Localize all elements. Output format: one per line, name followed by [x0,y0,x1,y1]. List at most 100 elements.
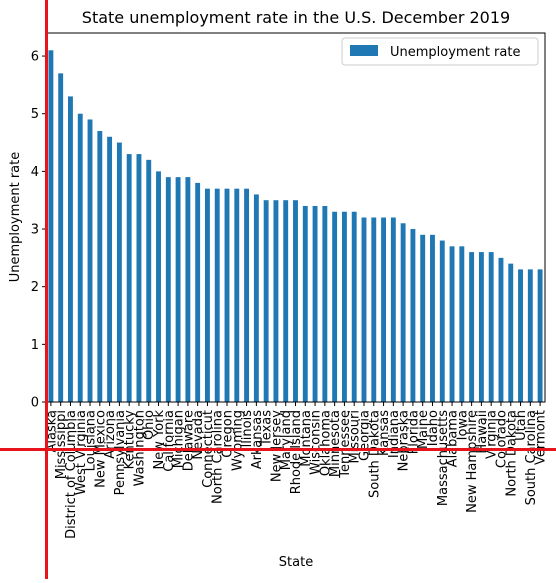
y-axis-label: Unemployment rate [8,152,23,282]
bar-florida [410,229,416,402]
bar-nebraska [400,223,406,402]
bar-virginia [488,252,494,402]
bar-delaware [185,177,191,402]
bar-texas [263,200,269,402]
x-tick-label: Arizona [103,410,118,459]
x-tick-label: Ohio [142,410,157,440]
bar-maine [420,234,426,402]
x-tick-label: Massachusetts [436,410,451,506]
legend-swatch [350,45,378,56]
x-tick-label: South Dakota [367,410,382,498]
bar-montana [302,205,308,402]
bar-wyoming [234,188,240,402]
bar-tennessee [341,211,347,402]
x-tick-label: Nevada [191,410,206,460]
bar-north-dakota [508,263,514,403]
bar-missouri [351,211,357,402]
y-tick-label: 1 [31,338,39,353]
x-tick-label: District of Columbia [64,410,79,539]
x-tick-label: Iowa [455,410,470,440]
x-tick-label: Kentucky [123,410,138,470]
x-tick-label: West Virginia [74,410,89,495]
bar-ohio [146,159,152,402]
x-tick-label: Arkansas [250,410,265,469]
bar-new-jersey [273,200,279,402]
bar-minnesota [332,211,338,402]
y-tick-label: 4 [31,165,39,180]
bar-hawaii [478,252,484,402]
x-tick-label: Wisconsin [309,410,324,475]
x-tick-label: Texas [260,410,275,447]
bar-south-carolina [527,269,533,402]
bar-nevada [195,182,201,402]
x-tick-label: Illinois [240,410,255,451]
bars-layer [48,50,543,403]
x-tick-label: Indiana [387,410,402,458]
bar-mississippi [58,73,64,403]
chart-title: State unemployment rate in the U.S. Dece… [82,8,510,27]
y-tick-label: 0 [31,396,39,411]
legend: Unemployment rate [341,37,539,66]
x-tick-label: Maine [416,410,431,449]
y-tick-label: 3 [31,223,39,238]
x-tick-label: New Jersey [269,410,284,482]
x-tick-label: Hawaii [475,410,490,454]
x-tick-label: North Dakota [504,410,519,497]
bar-massachusetts [439,240,445,402]
x-tick-label: Colorado [494,410,509,468]
bar-north-carolina [214,188,220,402]
bar-arizona [107,136,113,402]
bar-colorado [498,257,504,402]
x-tick-label: New Hampshire [465,410,480,513]
bar-wisconsin [312,205,318,402]
bar-washington [136,154,142,402]
bar-new-york [156,171,161,403]
x-tick-label: Mississippi [54,410,69,479]
x-tick-label: Pennsylvania [113,410,128,495]
x-tick-label: Louisiana [84,410,99,471]
bar-idaho [430,234,435,402]
bar-district-of-columbia [68,96,73,403]
bar-oregon [224,188,230,402]
bar-utah [518,269,523,402]
x-tick-label: Tennessee [338,410,353,479]
red-horizontal-line [0,448,556,451]
x-tick-label: Oregon [221,410,236,458]
x-tick-label: Alabama [446,410,461,467]
bar-new-hampshire [469,252,475,402]
bar-south-dakota [371,217,377,402]
x-tick-label: Delaware [181,410,196,471]
x-tick-label: California [162,410,177,472]
legend-frame [341,37,539,66]
x-tick-label: New York [152,410,167,470]
x-tick-label: Alaska [44,410,59,453]
bar-alaska [48,50,54,403]
x-tick-label: Idaho [426,410,441,446]
bar-indiana [390,217,396,402]
x-tick-label: Wyoming [230,410,245,471]
y-tick-label: 6 [31,50,39,65]
x-tick-label: Utah [514,410,529,441]
y-tick-label: 5 [31,107,39,122]
x-tick-label: Oklahoma [318,410,333,476]
bar-rhode-island [293,200,298,402]
y-tick-label: 2 [31,280,39,295]
x-tick-label: South Carolina [524,410,539,505]
bar-michigan [175,177,181,402]
bar-pennsylvania [116,142,122,403]
x-tick-label: North Carolina [211,410,226,504]
x-tick-label: Montana [299,410,314,467]
bar-connecticut [205,188,210,402]
bar-louisiana [87,119,93,402]
red-vertical-line [45,0,48,579]
bar-west-virginia [77,113,83,402]
x-tick-label: Michigan [172,410,187,468]
x-tick-label: Nebraska [397,410,412,471]
bar-kansas [381,217,386,402]
legend-label: Unemployment rate [390,45,520,60]
bar-iowa [459,246,465,402]
x-tick-label: Virginia [485,410,500,459]
x-tick-label: Maryland [279,410,294,470]
x-tick-label: Florida [406,410,421,454]
